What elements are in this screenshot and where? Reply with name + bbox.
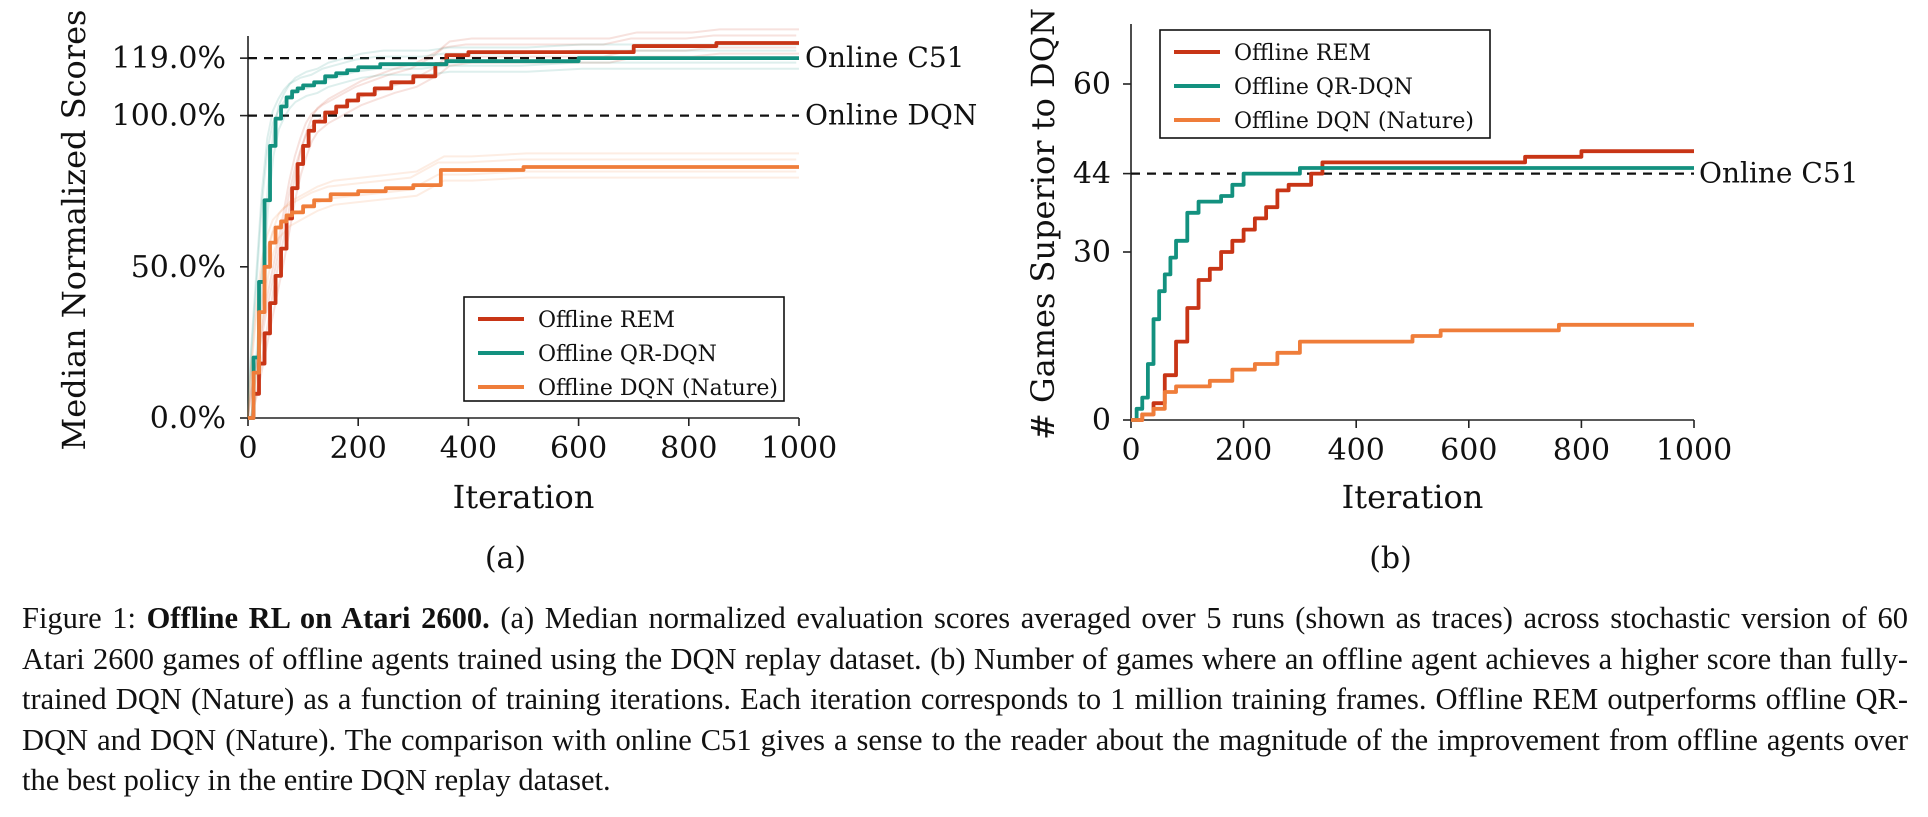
chart-b: 0 200 400 600 800 1000 0 30 44 60 Online C51 Iterat… — [1024, 8, 1858, 576]
caption-figure-label: Figure 1: — [22, 601, 136, 635]
y-tick-label: 100.0% — [112, 99, 226, 134]
y-tick-label: 0 — [1092, 403, 1111, 438]
series-line — [1131, 322, 1694, 422]
series-trace — [247, 34, 797, 419]
x-tick-label: 400 — [440, 431, 497, 466]
x-tick-label: 1000 — [1656, 433, 1732, 468]
x-tick-label: 600 — [550, 431, 607, 466]
legend-box — [463, 296, 785, 402]
caption-body: (a) Median normalized evaluation scores … — [22, 601, 1909, 797]
y-tick-label: 119.0% — [112, 41, 226, 76]
x-tick-label: 800 — [660, 431, 717, 466]
series-trace — [250, 152, 799, 419]
x-tick-label: 0 — [238, 431, 257, 466]
x-tick-label: 400 — [1328, 433, 1385, 468]
legend: Offline REM Offline QR-DQN Offline DQN (Na… — [463, 296, 785, 402]
series-line — [1131, 149, 1694, 422]
y-tick-label: 44 — [1073, 157, 1111, 192]
legend-label: Offline REM — [538, 308, 675, 333]
series-line — [248, 56, 799, 420]
subfigure-label: (a) — [485, 541, 526, 576]
caption-title: Offline RL on Atari 2600. — [146, 601, 490, 635]
y-axis-label: # Games Superior to DQN — [1024, 8, 1062, 440]
y-axis-label: Median Normalized Scores — [55, 10, 93, 451]
chart-a: 0 200 400 600 800 1000 0.0% 50.0% 100.0% 119.0% On… — [55, 10, 977, 576]
legend: Offline REM Offline QR-DQN Offline DQN (Na… — [1159, 29, 1491, 139]
series-line — [248, 41, 799, 420]
y-tick-label: 0.0% — [150, 401, 226, 436]
reference-line-label: Online C51 — [1699, 157, 1858, 190]
y-tick-label: 60 — [1073, 67, 1111, 102]
series-line — [1131, 166, 1694, 422]
legend-label: Offline DQN (Nature) — [1234, 109, 1474, 134]
series-line — [248, 165, 799, 420]
y-tick-label: 30 — [1073, 235, 1111, 270]
legend-label: Offline QR-DQN — [538, 342, 717, 367]
x-tick-label: 200 — [330, 431, 387, 466]
x-tick-label: 600 — [1440, 433, 1497, 468]
reference-line-label: Online DQN — [805, 99, 977, 132]
reference-line-label: Online C51 — [805, 41, 964, 74]
x-tick-label: 1000 — [761, 431, 837, 466]
x-axis-label: Iteration — [453, 478, 595, 516]
x-tick-label: 200 — [1215, 433, 1272, 468]
legend-label: Offline DQN (Nature) — [538, 376, 778, 401]
x-tick-label: 0 — [1121, 433, 1140, 468]
series-trace — [250, 28, 799, 419]
x-tick-label: 800 — [1553, 433, 1610, 468]
x-axis-label: Iteration — [1342, 478, 1484, 516]
figure-caption: Figure 1: Offline RL on Atari 2600. (a) … — [22, 598, 1908, 801]
legend-label: Offline QR-DQN — [1234, 75, 1413, 100]
legend-label: Offline REM — [1234, 41, 1371, 66]
y-tick-label: 50.0% — [131, 250, 226, 285]
subfigure-label: (b) — [1369, 541, 1412, 576]
